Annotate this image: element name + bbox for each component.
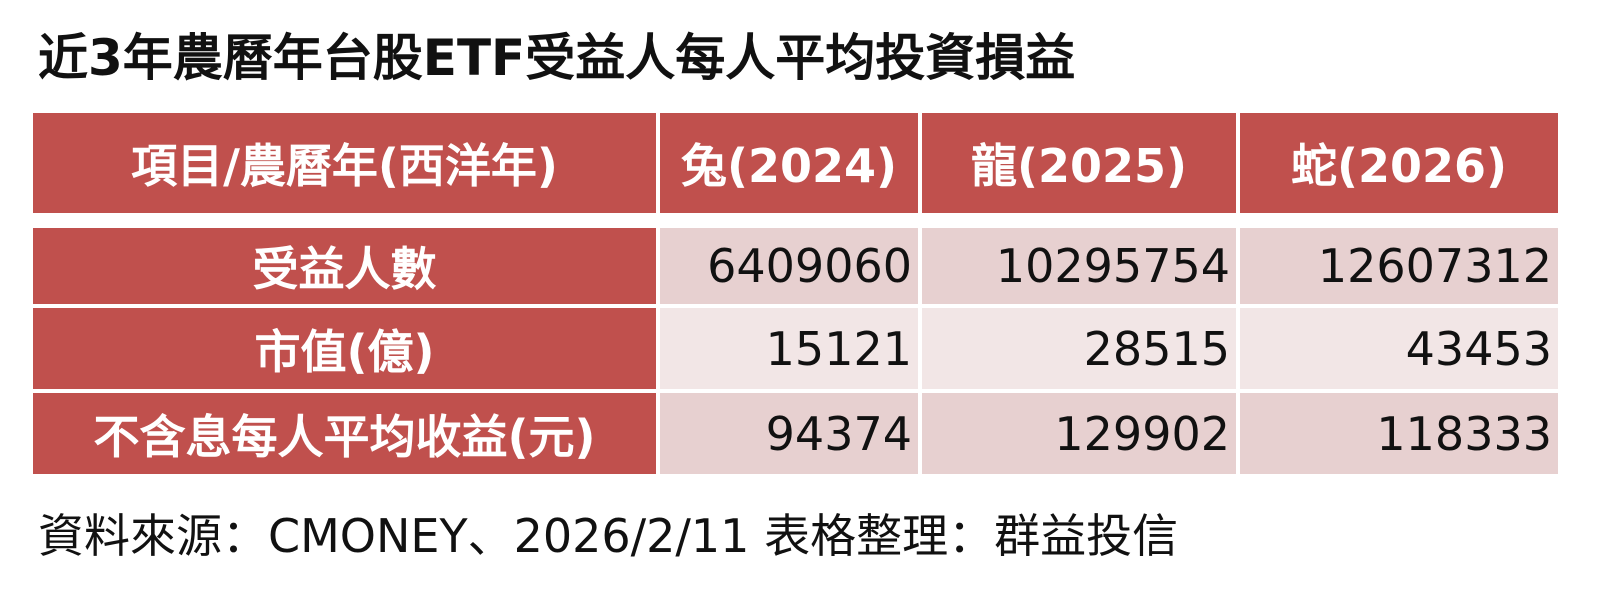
data-cell: 43453: [1240, 308, 1558, 389]
source-note: 資料來源：CMONEY、2026/2/11 表格整理：群益投信: [38, 509, 1179, 563]
row-header: 不含息每人平均收益(元): [33, 393, 656, 474]
column-header: 項目/農曆年(西洋年): [33, 113, 656, 213]
data-cell: 12607312: [1240, 228, 1558, 304]
column-header: 龍(2025): [922, 113, 1236, 213]
row-header: 市值(億): [33, 308, 656, 389]
data-cell: 118333: [1240, 393, 1558, 474]
data-cell: 10295754: [922, 228, 1236, 304]
data-cell: 129902: [922, 393, 1236, 474]
column-header: 蛇(2026): [1240, 113, 1558, 213]
data-cell: 94374: [660, 393, 918, 474]
data-cell: 15121: [660, 308, 918, 389]
data-cell: 6409060: [660, 228, 918, 304]
column-header: 兔(2024): [660, 113, 918, 213]
row-header: 受益人數: [33, 228, 656, 304]
title: 近3年農曆年台股ETF受益人每人平均投資損益: [38, 29, 1076, 87]
data-cell: 28515: [922, 308, 1236, 389]
